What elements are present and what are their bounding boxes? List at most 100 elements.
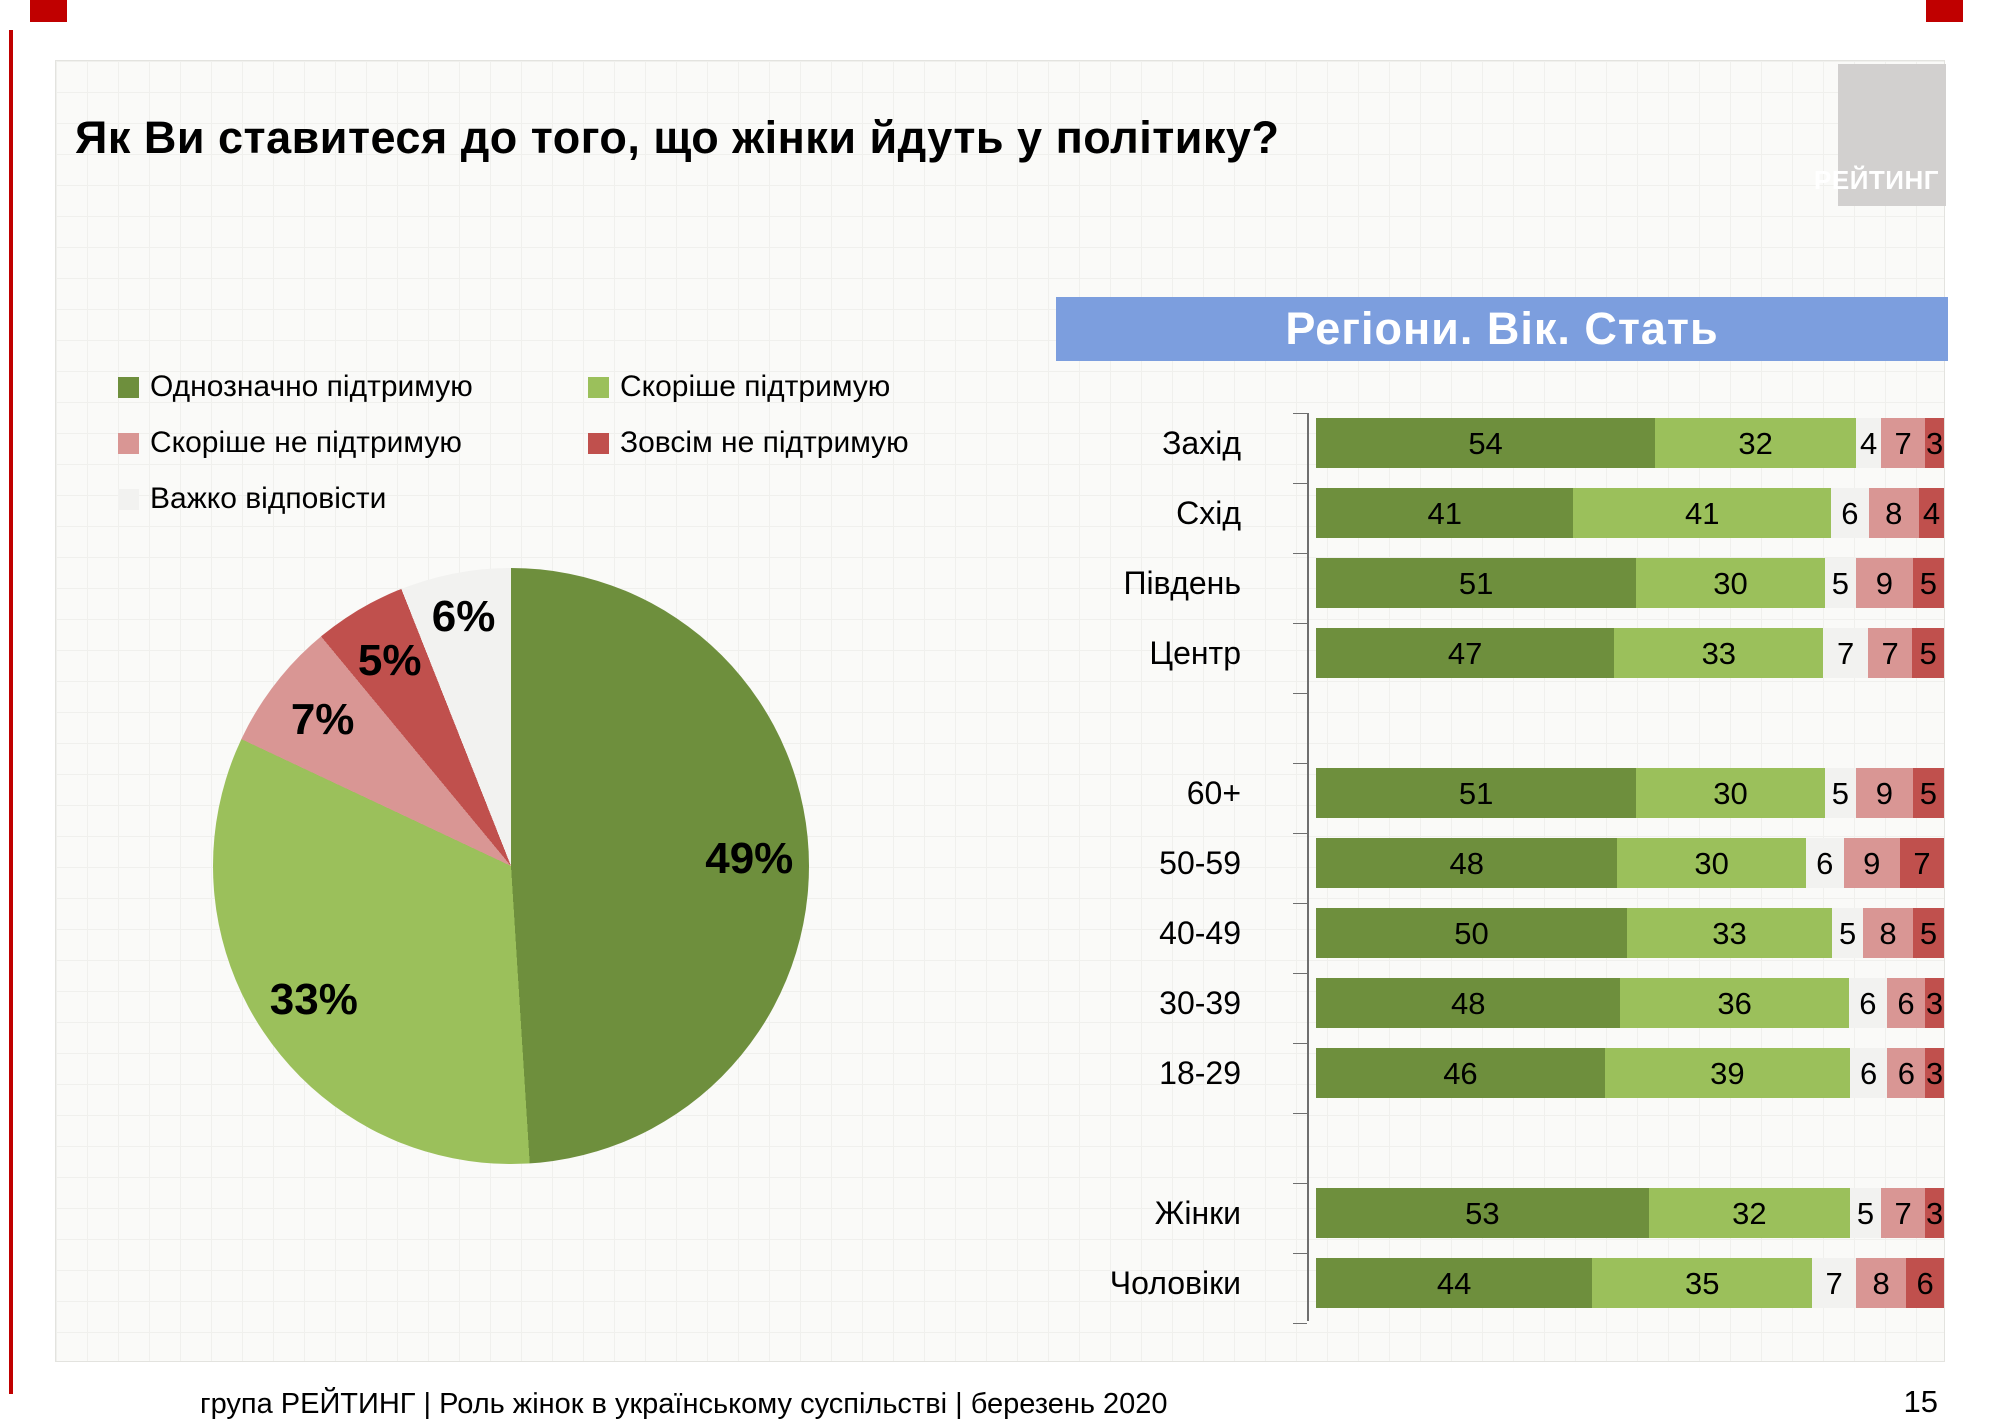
bar-segment: 51 <box>1316 558 1637 608</box>
pie-slice-label: 33% <box>269 975 358 1024</box>
bar-row: 50 33 5 8 5 <box>1316 908 1945 958</box>
bar-segment-value: 6 <box>1897 1055 1915 1091</box>
axis-tick <box>1293 973 1307 974</box>
axis-tick <box>1293 1043 1307 1044</box>
bar-segment: 48 <box>1316 978 1621 1028</box>
bar-category-label: 50-59 <box>1159 845 1241 881</box>
legend-item: Однозначно підтримую <box>118 370 588 404</box>
bar-category-label: Схід <box>1176 495 1241 531</box>
bar-segment: 9 <box>1843 838 1901 888</box>
bar-segment-value: 32 <box>1738 425 1773 461</box>
bar-segment: 7 <box>1823 628 1868 678</box>
bar-segment: 6 <box>1886 978 1925 1028</box>
bar-row: 41 41 6 8 4 <box>1316 488 1945 538</box>
bar-segment: 5 <box>1824 768 1857 818</box>
bar-segment: 3 <box>1925 1048 1945 1098</box>
axis-tick <box>1293 693 1307 694</box>
bar-segment: 33 <box>1614 628 1824 678</box>
bar-segment: 3 <box>1925 418 1944 468</box>
axis-tick <box>1293 413 1307 414</box>
bar-category-label: Центр <box>1149 635 1241 671</box>
bar-segment: 30 <box>1636 768 1825 818</box>
bar-segment: 6 <box>1849 1048 1888 1098</box>
bar-segment: 8 <box>1856 1258 1907 1308</box>
bar-segment-value: 7 <box>1894 425 1912 461</box>
bar-segment: 53 <box>1316 1188 1649 1238</box>
bar-segment: 7 <box>1900 838 1944 888</box>
bar-segment: 32 <box>1655 418 1857 468</box>
axis-tick <box>1293 1183 1307 1184</box>
bar-segment-value: 33 <box>1701 635 1737 671</box>
bar-category-label: 40-49 <box>1159 915 1241 951</box>
bar-segment-value: 5 <box>1919 565 1937 601</box>
bar-segment-value: 5 <box>1856 1195 1875 1231</box>
legend-swatch <box>588 376 609 398</box>
bar-segment: 54 <box>1316 418 1656 468</box>
axis-tick <box>1293 1253 1307 1254</box>
bar-segment-value: 48 <box>1449 845 1484 881</box>
bar-category-label: Чоловіки <box>1109 1265 1241 1301</box>
bar-row: 44 35 7 8 6 <box>1316 1258 1944 1308</box>
bar-segment-value: 41 <box>1684 495 1720 531</box>
bar-segment-value: 54 <box>1468 425 1503 461</box>
red-corner-mark-left <box>30 0 67 22</box>
pie-slice-label: 7% <box>290 694 355 744</box>
bar-segment-value: 47 <box>1447 635 1483 671</box>
bar-segment: 6 <box>1887 1048 1926 1098</box>
bar-segment: 46 <box>1316 1048 1605 1098</box>
bar-segment-value: 4 <box>1922 495 1941 531</box>
bar-segment-value: 51 <box>1458 775 1494 811</box>
bar-category-label: Жінки <box>1154 1195 1241 1231</box>
bar-segment-value: 9 <box>1863 845 1881 881</box>
rating-logo-text: РЕЙТИНГ <box>1814 165 1939 195</box>
bar-segment-value: 5 <box>1919 915 1938 951</box>
bar-segment-value: 5 <box>1831 565 1850 601</box>
bar-segment: 7 <box>1881 418 1926 468</box>
bar-segment-value: 6 <box>1860 1055 1878 1091</box>
axis-tick <box>1293 553 1307 554</box>
bar-category-label: 18-29 <box>1159 1055 1241 1091</box>
bar-segment: 9 <box>1856 558 1913 608</box>
bar-segment: 30 <box>1617 838 1806 888</box>
bar-segment: 5 <box>1849 1188 1882 1238</box>
bar-segment-value: 8 <box>1872 1265 1890 1301</box>
bar-segment-value: 4 <box>1860 425 1878 461</box>
bar-segment: 7 <box>1867 628 1913 678</box>
axis-tick <box>1293 483 1307 484</box>
bar-segment: 6 <box>1830 488 1869 538</box>
bar-segment: 8 <box>1863 908 1913 958</box>
rating-logo: РЕЙТИНГ <box>1814 64 1946 206</box>
bar-segment: 6 <box>1906 1258 1944 1308</box>
red-edge-line <box>9 30 13 1394</box>
bar-segment: 5 <box>1912 908 1945 958</box>
axis-tick <box>1293 623 1307 624</box>
bar-row: 47 33 7 7 5 <box>1316 628 1944 678</box>
red-corner-mark-right <box>1926 0 1963 22</box>
bar-segment: 5 <box>1912 768 1945 818</box>
bar-segment-value: 35 <box>1684 1265 1720 1301</box>
bar-row: 54 32 4 7 3 <box>1316 418 1944 468</box>
legend-label: Зовсім не підтримую <box>620 426 909 459</box>
grid-panel <box>55 60 1945 1362</box>
axis-tick <box>1293 1113 1307 1114</box>
bar-segment: 4 <box>1918 488 1945 538</box>
bar-segment-value: 7 <box>1913 845 1931 881</box>
bar-segment-value: 44 <box>1436 1265 1472 1301</box>
legend-label: Важко відповісти <box>150 482 387 515</box>
bar-segment-value: 5 <box>1831 775 1850 811</box>
bar-segment-value: 6 <box>1841 495 1859 531</box>
bar-segment: 39 <box>1604 1048 1850 1098</box>
bar-segment-value: 53 <box>1465 1195 1500 1231</box>
bar-segment-value: 7 <box>1881 635 1899 671</box>
bar-segment: 6 <box>1805 838 1844 888</box>
legend-label: Однозначно підтримую <box>150 370 473 403</box>
bar-row: 48 30 6 9 7 <box>1316 838 1944 888</box>
bar-segment-value: 39 <box>1710 1055 1745 1091</box>
bar-segment-value: 30 <box>1694 845 1729 881</box>
legend-swatch <box>118 488 139 510</box>
axis-tick <box>1293 1323 1307 1324</box>
bar-row: 51 30 5 9 5 <box>1316 558 1945 608</box>
legend: Однозначно підтримую Скоріше підтримую Ско… <box>118 370 1078 516</box>
bar-segment-value: 7 <box>1825 1265 1843 1301</box>
